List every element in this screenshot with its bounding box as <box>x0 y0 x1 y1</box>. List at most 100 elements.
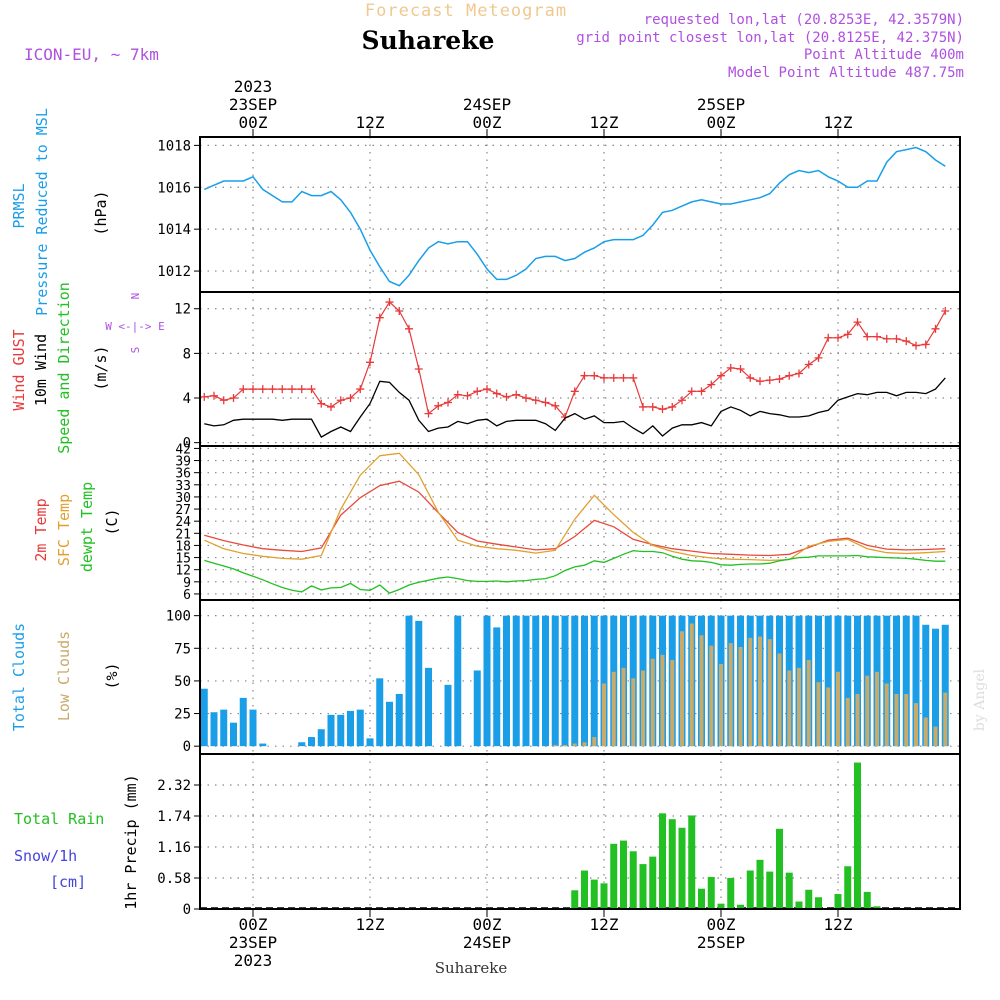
gust-marker <box>756 377 764 386</box>
y-tick-label: 25 <box>174 707 191 723</box>
y-tick-label: 27 <box>175 503 191 518</box>
rain-bar <box>756 859 764 909</box>
gust-marker <box>609 373 618 382</box>
gust-marker <box>258 385 267 394</box>
pressure-desc-label: Pressure Reduced to MSL <box>33 108 51 316</box>
rain-bar <box>727 878 735 909</box>
gust-marker <box>512 390 521 399</box>
total-cloud-bar <box>912 615 920 747</box>
panel-frame <box>199 753 961 910</box>
y-tick-label: 1.74 <box>157 809 191 825</box>
total-cloud-bar <box>922 624 930 747</box>
gust-marker <box>385 298 394 307</box>
rain-bar <box>639 864 647 909</box>
total-cloud-bar <box>327 714 335 747</box>
rain-bar <box>688 815 696 909</box>
total-cloud-bar <box>932 628 939 747</box>
gust-marker <box>912 341 920 350</box>
model-label: ICON-EU, ~ 7km <box>24 45 159 64</box>
gust-marker <box>892 334 901 343</box>
gust-marker <box>405 324 413 333</box>
total-cloud-bar <box>395 693 403 747</box>
total-cloud-bar <box>337 714 345 747</box>
gust-marker <box>648 402 657 411</box>
y-tick-label: 42 <box>175 442 191 457</box>
rain-bar <box>854 762 861 909</box>
y-tick-label: 0 <box>183 739 191 755</box>
total-cloud-bar <box>893 615 900 747</box>
rain-bar <box>717 903 725 909</box>
gust-marker <box>765 376 774 385</box>
y-tick-label: 100 <box>166 609 191 625</box>
low-cloud-bar <box>845 697 850 747</box>
frame-layer <box>199 136 961 910</box>
rain-bar <box>844 866 852 909</box>
gust-marker <box>375 313 384 322</box>
gust-marker <box>824 333 833 342</box>
total-cloud-bar <box>386 701 393 747</box>
grid-point-coords: grid point closest lon,lat (20.8125E, 42… <box>576 30 964 46</box>
low-cloud-bar <box>797 667 801 747</box>
rain-bar <box>805 889 813 909</box>
gust-marker <box>541 398 550 407</box>
low-cloud-bar <box>728 643 733 747</box>
rain-bar <box>707 876 715 909</box>
gust-marker <box>366 358 374 367</box>
y-tick-label: 33 <box>175 479 191 494</box>
model-altitude: Model Point Altitude 487.75m <box>728 65 964 81</box>
y-tick-label: 4 <box>183 391 191 407</box>
panel-frame <box>199 445 961 601</box>
low-cloud-bar <box>680 631 684 747</box>
wind-gust-label: Wind GUST <box>10 329 28 410</box>
low-cloud-bar <box>650 658 655 747</box>
total-cloud-bar <box>356 709 364 747</box>
total-cloud-bar <box>561 615 569 747</box>
low-cloud-bar <box>826 687 831 747</box>
low-cloud-bar <box>836 671 840 747</box>
rain-bar <box>581 870 588 909</box>
total-cloud-bar <box>308 737 315 747</box>
total-cloud-bar <box>230 722 237 747</box>
rain-bar <box>659 813 666 909</box>
gust-marker <box>492 389 501 398</box>
compass-south: S <box>129 347 142 354</box>
y-tick-label: 6 <box>183 588 191 603</box>
rain-bar <box>737 904 744 909</box>
low-cloud-bar <box>689 623 694 747</box>
gust-marker <box>356 385 365 394</box>
wind-speed-dir-label: Speed and Direction <box>55 282 73 454</box>
gust-marker <box>249 385 257 394</box>
rain-bar <box>600 883 608 909</box>
low-cloud-bar <box>572 743 577 747</box>
total-cloud-bar <box>405 615 413 747</box>
low-clouds-label: Low Clouds <box>55 631 73 721</box>
total-cloud-bar <box>317 729 325 747</box>
gust-marker <box>444 398 452 407</box>
temp-2m-label: 2m Temp <box>32 498 50 561</box>
total-cloud-bar <box>454 615 462 747</box>
low-cloud-bar <box>709 645 714 747</box>
total-cloud-bar <box>600 615 608 747</box>
low-cloud-bar <box>592 737 597 747</box>
pressure-line <box>204 146 946 287</box>
low-cloud-bar <box>777 653 782 747</box>
y-tick-label: 1012 <box>157 264 191 280</box>
gust-marker <box>239 385 248 394</box>
gust-marker <box>278 385 287 394</box>
compass-we: W <-|-> E <box>105 320 165 333</box>
gust-marker <box>522 394 530 403</box>
gust-marker <box>590 371 599 380</box>
low-cloud-bar <box>699 635 704 747</box>
total-clouds-label: Total Clouds <box>10 623 28 731</box>
gust-marker <box>921 340 930 349</box>
total-cloud-bar <box>941 624 949 747</box>
total-cloud-bar <box>883 615 891 747</box>
x-tick-label-bottom: 24SEP <box>463 933 511 952</box>
gust-marker <box>804 360 813 369</box>
gust-marker <box>834 333 842 342</box>
gust-marker <box>687 387 696 396</box>
y-tick-label: 75 <box>174 641 191 657</box>
gust-marker <box>941 306 950 315</box>
compass-north: N <box>129 293 142 300</box>
gust-marker <box>726 363 735 372</box>
